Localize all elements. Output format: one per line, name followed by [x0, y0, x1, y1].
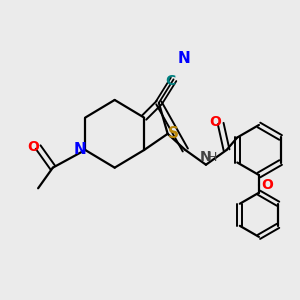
Text: N: N	[200, 150, 212, 164]
Text: H: H	[208, 151, 217, 164]
Text: N: N	[74, 142, 86, 158]
Text: O: O	[261, 178, 273, 192]
Text: S: S	[167, 126, 178, 141]
Text: C: C	[166, 74, 176, 88]
Text: O: O	[27, 140, 39, 154]
Text: N: N	[178, 51, 190, 66]
Text: O: O	[209, 115, 221, 129]
